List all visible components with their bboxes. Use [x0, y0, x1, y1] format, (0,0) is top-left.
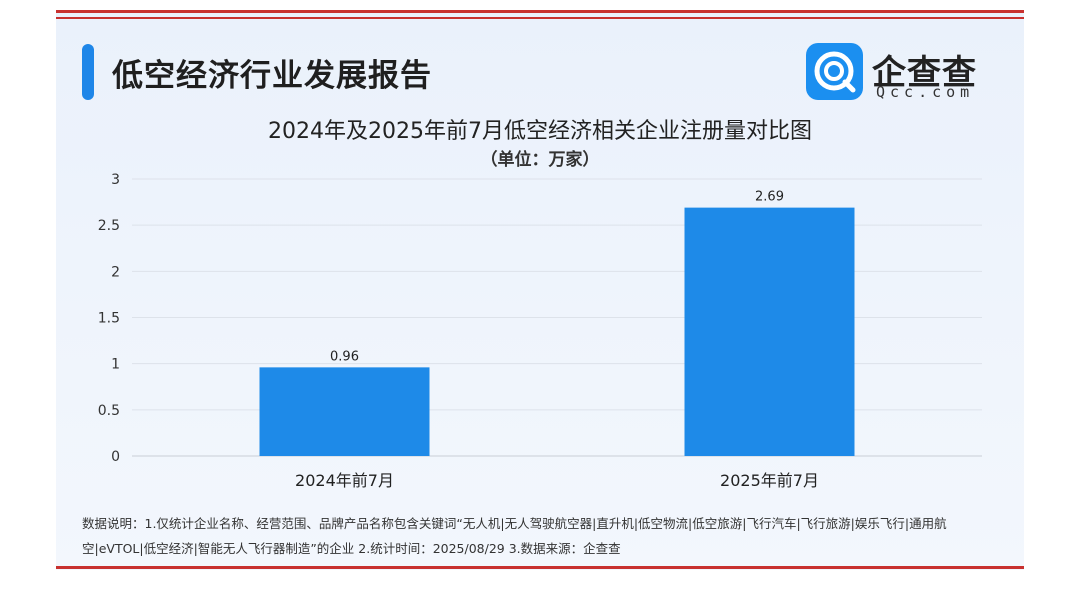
- data-label: 2.69: [755, 190, 784, 205]
- y-tick-label: 2.5: [98, 218, 120, 234]
- y-tick-label: 3: [111, 172, 120, 188]
- chart-subtitle: （单位：万家）: [480, 150, 600, 170]
- logo-domain: Qcc.com: [876, 83, 975, 101]
- footnote: 数据说明：1.仅统计企业名称、经营范围、品牌产品名称包含关键词“无人机|无人驾驶…: [82, 516, 947, 556]
- y-tick-label: 2: [111, 264, 120, 280]
- qcc-logo-icon: [806, 43, 863, 100]
- top-rule: [56, 10, 1024, 13]
- logo-name: 企查查: [872, 53, 977, 93]
- bar: [259, 367, 430, 456]
- title-accent-bar: [82, 44, 94, 100]
- y-tick-label: 0: [111, 449, 120, 465]
- qcc-logo: 企查查 Qcc.com: [806, 43, 996, 103]
- y-tick-label: 0.5: [98, 403, 120, 419]
- x-tick-label: 2025年前7月: [720, 471, 819, 490]
- chart-title: 2024年及2025年前7月低空经济相关企业注册量对比图: [268, 119, 812, 144]
- report-title: 低空经济行业发展报告: [112, 58, 432, 94]
- bottom-rule: [56, 566, 1024, 569]
- report-card: [56, 10, 1024, 570]
- x-tick-label: 2024年前7月: [295, 471, 394, 490]
- bar: [684, 207, 855, 456]
- y-tick-label: 1.5: [98, 311, 120, 327]
- data-label: 0.96: [330, 349, 359, 364]
- top-rule-thin: [56, 17, 1024, 19]
- y-tick-label: 1: [111, 357, 120, 373]
